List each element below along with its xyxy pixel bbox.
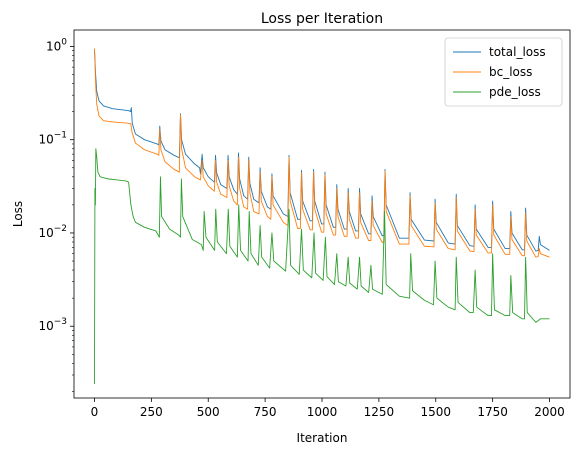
series-pde-loss-line bbox=[94, 148, 550, 385]
y-tick-label: 100 bbox=[46, 37, 67, 53]
y-tick-label: 10−2 bbox=[38, 224, 67, 240]
legend-label-total-loss: total_loss bbox=[489, 45, 546, 59]
x-tick-label: 500 bbox=[197, 405, 220, 419]
x-axis-label: Iteration bbox=[297, 431, 348, 445]
chart-title: Loss per Iteration bbox=[261, 11, 383, 27]
y-tick-label: 10−1 bbox=[38, 131, 67, 147]
x-tick-label: 1500 bbox=[420, 405, 451, 419]
y-tick-exponent: −2 bbox=[54, 224, 67, 234]
legend-label-pde-loss: pde_loss bbox=[489, 85, 541, 99]
x-tick-label: 250 bbox=[140, 405, 163, 419]
y-tick-exponent: −1 bbox=[54, 131, 67, 141]
x-axis: 0 250 500 750 1000 1250 1500 1750 2000 bbox=[91, 398, 565, 419]
x-tick-label: 750 bbox=[254, 405, 277, 419]
x-tick-label: 0 bbox=[91, 405, 99, 419]
y-tick-exponent: 0 bbox=[61, 37, 67, 47]
y-tick-label: 10−3 bbox=[38, 317, 67, 333]
legend-box bbox=[444, 37, 563, 107]
series-bc-loss-line bbox=[94, 48, 550, 258]
y-tick-base: 10 bbox=[38, 133, 53, 147]
y-tick-base: 10 bbox=[46, 39, 61, 53]
x-tick-label: 1750 bbox=[477, 405, 508, 419]
y-tick-base: 10 bbox=[38, 319, 53, 333]
y-tick-base: 10 bbox=[38, 226, 53, 240]
series-layer bbox=[94, 48, 550, 385]
x-tick-label: 1000 bbox=[307, 405, 338, 419]
y-axis-label: Loss bbox=[11, 201, 25, 227]
legend-label-bc-loss: bc_loss bbox=[489, 65, 532, 79]
legend: total_loss bc_loss pde_loss bbox=[444, 37, 563, 107]
x-tick-label: 2000 bbox=[534, 405, 565, 419]
y-tick-exponent: −3 bbox=[54, 317, 67, 327]
x-tick-label: 1250 bbox=[364, 405, 395, 419]
